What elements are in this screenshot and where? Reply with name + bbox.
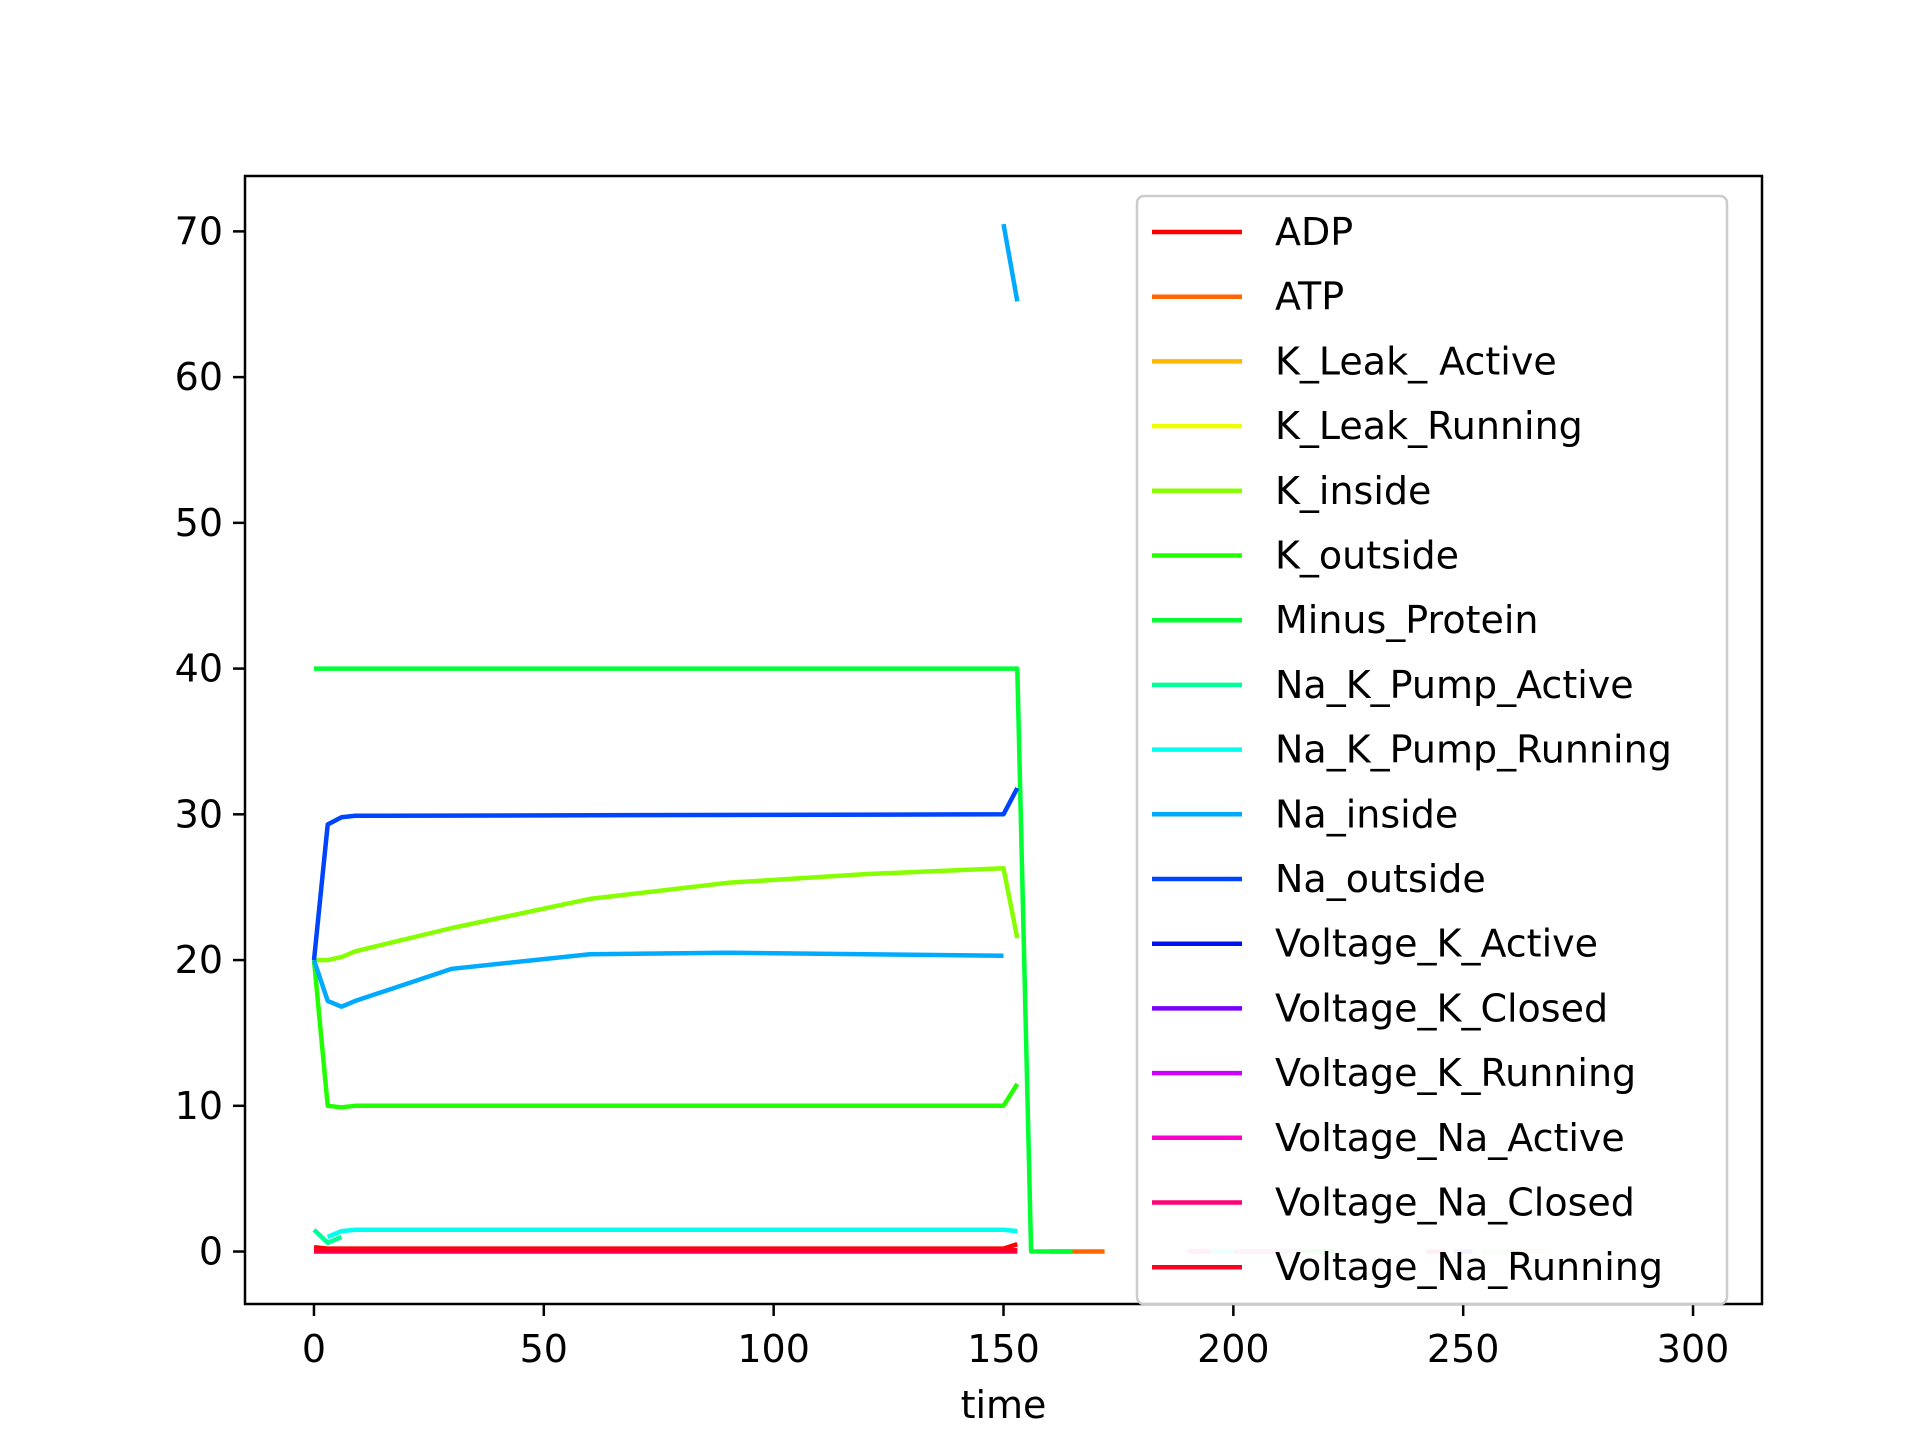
x-tick-label: 0 [302,1327,326,1371]
legend-label: K_Leak_Running [1275,404,1583,448]
legend-label: K_outside [1275,534,1459,578]
legend-label: Voltage_K_Running [1275,1051,1636,1095]
y-tick-label: 10 [175,1084,223,1128]
legend-label: Na_outside [1275,857,1486,901]
legend-label: Minus_Protein [1275,598,1539,642]
legend-label: K_inside [1275,469,1431,513]
legend-label: ADP [1275,210,1353,254]
y-axis-ticks: 0 10 20 30 40 50 60 70 [175,209,245,1274]
x-tick-label: 150 [967,1327,1040,1371]
series-line-9 [311,950,1004,1009]
legend-label: Voltage_K_Active [1275,922,1598,966]
y-tick-label: 0 [199,1230,223,1274]
y-tick-label: 60 [175,355,223,399]
x-axis-ticks: 0 50 100 150 200 250 300 [302,1304,1729,1371]
x-tick-label: 100 [737,1327,810,1371]
y-tick-label: 20 [175,938,223,982]
y-tick-label: 40 [175,647,223,691]
y-tick-label: 70 [175,209,223,253]
x-tick-label: 300 [1657,1327,1730,1371]
series-line-8 [326,1227,1018,1240]
legend-box [1135,194,1729,1306]
series-line-10 [311,787,1020,961]
legend-label: Na_K_Pump_Running [1275,728,1672,772]
x-axis-label: time [961,1383,1047,1427]
series-line-7 [312,1228,343,1246]
legend-label: Voltage_Na_Running [1275,1245,1663,1289]
legend-label: Na_inside [1275,792,1458,836]
extra-segment-0 [1001,223,1020,302]
y-tick-label: 30 [175,792,223,836]
x-tick-label: 200 [1197,1327,1270,1371]
legend-label: ATP [1275,275,1344,319]
series-line-6 [314,666,1073,1254]
legend-label: Na_K_Pump_Active [1275,663,1634,707]
x-tick-label: 50 [520,1327,568,1371]
series-line-5 [311,959,1020,1110]
legend-label: K_Leak_ Active [1275,339,1557,383]
x-tick-label: 250 [1427,1327,1500,1371]
legend-label: Voltage_Na_Closed [1275,1181,1635,1225]
series-line-4 [314,865,1020,963]
legend: ADP ATP K_Leak_ Active K_Leak_Running K_insi… [1135,194,1729,1306]
legend-label: Voltage_Na_Active [1275,1116,1625,1160]
legend-label: Voltage_K_Closed [1275,986,1608,1030]
y-tick-label: 50 [175,501,223,545]
